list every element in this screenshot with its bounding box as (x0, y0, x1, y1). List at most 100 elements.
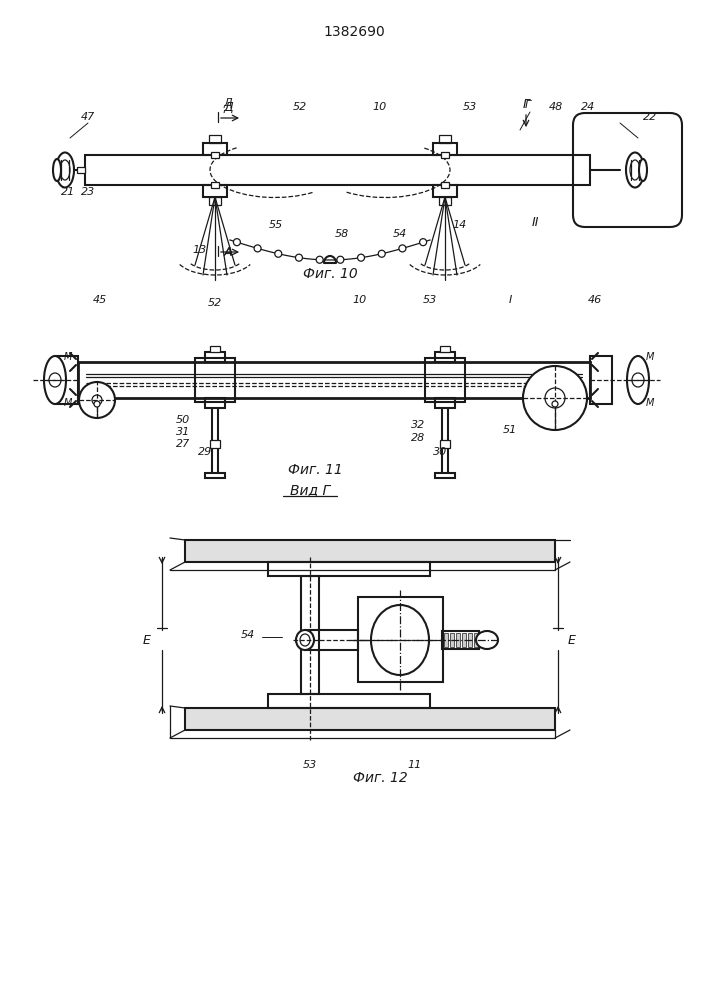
Text: 10: 10 (373, 102, 387, 112)
Bar (590, 356, 612, 404)
Circle shape (94, 401, 100, 407)
Text: 47: 47 (81, 112, 95, 122)
Bar (185, 708, 555, 730)
Bar (205, 473, 225, 478)
Bar (433, 143, 457, 155)
Circle shape (316, 256, 323, 263)
Text: 54: 54 (393, 229, 407, 239)
Circle shape (545, 388, 565, 408)
Bar (210, 346, 220, 352)
Bar (210, 440, 220, 448)
Text: Е: Е (143, 634, 151, 647)
Bar (433, 185, 457, 197)
Text: Д: Д (223, 101, 233, 113)
Bar (77, 167, 85, 173)
Text: М: М (645, 352, 654, 362)
Circle shape (233, 239, 240, 246)
Text: 22: 22 (643, 112, 657, 122)
Text: 50: 50 (176, 415, 190, 425)
Bar (425, 358, 465, 402)
Bar (442, 631, 479, 649)
Text: 21: 21 (61, 187, 75, 197)
Ellipse shape (627, 356, 649, 404)
Ellipse shape (53, 159, 61, 181)
Text: Фиг. 10: Фиг. 10 (303, 267, 357, 281)
Bar (203, 185, 227, 197)
Bar (185, 540, 555, 562)
Bar (268, 562, 430, 576)
Text: 30: 30 (433, 447, 447, 457)
Text: I: I (508, 295, 512, 305)
Text: 32: 32 (411, 420, 425, 430)
Ellipse shape (476, 631, 498, 649)
Text: Г: Г (525, 100, 531, 110)
Ellipse shape (56, 152, 74, 188)
Bar (468, 633, 472, 647)
Ellipse shape (630, 160, 640, 180)
Bar (209, 135, 221, 143)
Text: М: М (64, 352, 72, 362)
Bar (301, 576, 319, 694)
Text: 52: 52 (293, 102, 307, 112)
Circle shape (378, 250, 385, 257)
Text: 27: 27 (176, 439, 190, 449)
Text: 31: 31 (176, 427, 190, 437)
Bar (439, 197, 451, 205)
Text: 29: 29 (198, 447, 212, 457)
Bar (56, 356, 78, 404)
Ellipse shape (60, 160, 70, 180)
Text: 46: 46 (588, 295, 602, 305)
Bar (444, 633, 448, 647)
Text: 24: 24 (581, 102, 595, 112)
Text: Г: Г (522, 99, 530, 111)
Bar (203, 143, 227, 155)
Text: А: А (223, 245, 233, 258)
Bar (440, 440, 450, 448)
Bar (474, 633, 478, 647)
Bar (439, 135, 451, 143)
Text: 52: 52 (208, 298, 222, 308)
Text: Д: Д (223, 98, 233, 108)
Bar (85, 155, 590, 185)
Text: 13: 13 (193, 245, 207, 255)
Bar (435, 352, 455, 362)
Ellipse shape (371, 605, 429, 675)
Text: М: М (64, 398, 72, 408)
Circle shape (275, 250, 282, 257)
Text: Вид Г: Вид Г (290, 483, 330, 497)
Bar (358, 597, 443, 682)
Text: 48: 48 (549, 102, 563, 112)
Text: Фиг. 12: Фиг. 12 (353, 771, 407, 785)
Bar (435, 398, 455, 408)
Text: 51: 51 (503, 425, 517, 435)
Ellipse shape (632, 373, 644, 387)
Bar (211, 182, 219, 188)
Text: 14: 14 (453, 220, 467, 230)
Ellipse shape (639, 159, 647, 181)
Circle shape (419, 239, 426, 246)
Text: 11: 11 (408, 760, 422, 770)
Circle shape (523, 366, 587, 430)
Text: А: А (224, 247, 232, 257)
Bar (205, 352, 225, 362)
Bar (209, 197, 221, 205)
Bar (268, 694, 430, 708)
Text: 23: 23 (81, 187, 95, 197)
Bar (435, 473, 455, 478)
Text: Е: Е (568, 634, 576, 647)
Circle shape (552, 401, 558, 407)
Bar (441, 182, 449, 188)
Bar (305, 630, 358, 650)
Circle shape (254, 245, 261, 252)
Bar (440, 346, 450, 352)
Text: II: II (531, 217, 539, 230)
Text: Фиг. 11: Фиг. 11 (288, 463, 342, 477)
Circle shape (358, 254, 365, 261)
Circle shape (79, 382, 115, 418)
Ellipse shape (626, 152, 644, 188)
Bar (205, 398, 225, 408)
Text: 53: 53 (423, 295, 437, 305)
Text: 53: 53 (303, 760, 317, 770)
Bar (441, 152, 449, 158)
Bar (211, 152, 219, 158)
